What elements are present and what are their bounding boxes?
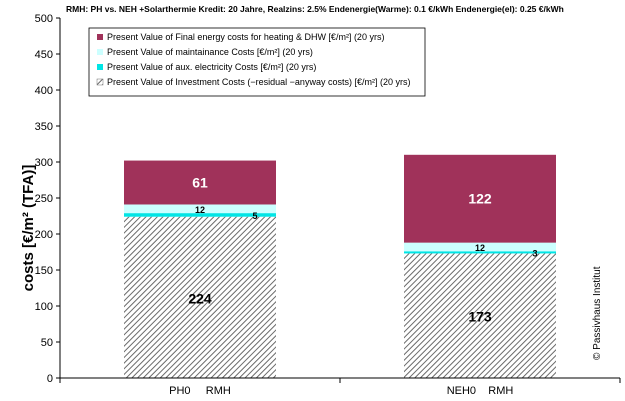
y-tick-label: 150	[35, 265, 53, 277]
y-axis-label: costs [€/m² (TFA)]	[20, 165, 37, 292]
data-label: 122	[468, 191, 492, 207]
y-tick-label: 50	[41, 337, 53, 349]
bar-segment	[404, 251, 556, 254]
y-tick-label: 200	[35, 229, 53, 241]
y-tick-label: 500	[35, 13, 53, 25]
bar-segment	[124, 213, 276, 217]
x-tick-label: PH0 RMH	[169, 385, 231, 397]
legend-swatch	[96, 78, 104, 86]
legend-swatch	[97, 34, 103, 40]
y-tick-label: 350	[35, 121, 53, 133]
y-tick-label: 300	[35, 157, 53, 169]
data-label: 3	[532, 248, 537, 258]
bar-segment	[124, 216, 276, 378]
y-tick-label: 0	[47, 373, 53, 385]
legend-label: Present Value of Investment Costs (−resi…	[107, 77, 410, 87]
x-tick-label: NEH0 RMH	[447, 385, 514, 397]
axes-layer: 0 50 100 150 200 250 300 350 400 450 500 PH0 RMH NEH…	[35, 13, 621, 397]
data-label: 12	[475, 243, 485, 253]
legend-box	[88, 27, 426, 97]
legend-label: Present Value of maintainance Costs [€/m…	[107, 47, 313, 57]
legend: Present Value of Final energy costs for …	[88, 27, 426, 97]
legend-swatch	[97, 49, 103, 55]
legend-label: Present Value of aux. electricity Costs …	[107, 62, 316, 72]
bar-segment	[404, 253, 556, 378]
y-tick-label: 450	[35, 49, 53, 61]
data-label: 61	[192, 175, 208, 191]
bar-segment	[124, 204, 276, 214]
bar-segment	[404, 242, 556, 252]
bar-segment	[404, 154, 556, 243]
watermark-text: © Passivhaus Institut	[592, 266, 603, 360]
y-tick-label: 250	[35, 193, 53, 205]
y-tick-label: 400	[35, 85, 53, 97]
data-labels-layer: 224 5 12 61 173 3 12 122	[188, 175, 537, 325]
data-label: 12	[195, 205, 205, 215]
legend-label: Present Value of Final energy costs for …	[107, 32, 384, 42]
data-label: 173	[468, 309, 492, 325]
bar-segment	[124, 160, 276, 205]
data-label: 5	[252, 211, 257, 221]
chart-title: RMH: PH vs. NEH +Solarthermie Kredit: 20…	[66, 4, 564, 14]
legend-swatch	[97, 64, 103, 70]
y-tick-label: 100	[35, 301, 53, 313]
data-label: 224	[188, 290, 212, 306]
bars-layer	[124, 154, 556, 378]
